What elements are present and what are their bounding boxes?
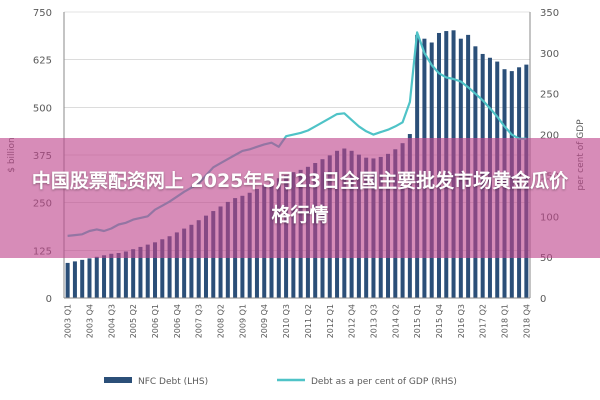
y-right-tick-label: 50 — [540, 253, 553, 264]
y-right-tick-label: 300 — [540, 49, 559, 60]
y-left-tick-label: 750 — [33, 8, 52, 19]
x-tick-label: 2003 Q4 — [85, 304, 94, 338]
bar — [174, 232, 179, 298]
x-tick-label: 2010 Q3 — [282, 304, 291, 338]
bar — [167, 236, 172, 298]
bar — [182, 228, 187, 298]
bar — [116, 253, 121, 298]
x-tick-label: 2003 Q1 — [64, 304, 73, 338]
bar — [109, 253, 114, 298]
y-left-tick-label: 500 — [33, 103, 52, 114]
x-tick-label: 2006 Q1 — [151, 304, 160, 338]
x-tick-label: 2006 Q4 — [173, 304, 182, 338]
x-tick-label: 2015 Q1 — [413, 304, 422, 338]
bar — [196, 220, 201, 298]
x-tick-label: 2012 Q4 — [348, 304, 357, 338]
bar — [153, 242, 158, 298]
x-tick-label: 2005 Q2 — [129, 304, 138, 338]
y-right-tick-label: 250 — [540, 90, 559, 101]
x-tick-label: 2012 Q1 — [326, 304, 335, 338]
x-tick-label: 2017 Q2 — [479, 304, 488, 338]
legend-label: NFC Debt (LHS) — [138, 377, 208, 387]
bar — [87, 258, 92, 298]
bar — [189, 224, 194, 298]
x-tick-label: 2004 Q3 — [107, 304, 116, 338]
x-axis-ticks: 2003 Q1 2003 Q4 2004 Q3 2005 Q2 2006 Q1 2006 … — [64, 304, 532, 338]
y-right-tick-label: 350 — [540, 8, 559, 19]
overlay-banner: 中国股票配资网上 2025年5月23日全国主要批发市场黄金瓜价格行情 — [0, 138, 600, 258]
bar — [94, 256, 99, 298]
y-left-tick-label: 0 — [46, 294, 52, 305]
x-tick-label: 2013 Q3 — [369, 304, 378, 338]
legend-bar-swatch — [104, 377, 132, 383]
x-tick-label: 2009 Q4 — [260, 304, 269, 338]
x-tick-label: 2018 Q4 — [522, 304, 531, 338]
x-tick-label: 2016 Q3 — [457, 304, 466, 338]
bar — [145, 244, 150, 298]
bar — [138, 246, 143, 298]
bar — [160, 239, 165, 298]
bar — [72, 261, 77, 298]
chart-legend: NFC Debt (LHS) Debt as a per cent of GDP … — [104, 377, 457, 387]
banner-headline: 中国股票配资网上 2025年5月23日全国主要批发市场黄金瓜价格行情 — [31, 170, 569, 226]
x-tick-label: 2007 Q3 — [195, 304, 204, 338]
x-tick-label: 2015 Q4 — [435, 304, 444, 338]
x-tick-label: 2009 Q1 — [238, 304, 247, 338]
bar — [65, 262, 70, 298]
y-left-tick-label: 625 — [33, 56, 52, 67]
x-tick-label: 2008 Q2 — [217, 304, 226, 338]
x-tick-label: 2018 Q1 — [501, 304, 510, 338]
x-tick-label: 2014 Q2 — [391, 304, 400, 338]
x-tick-label: 2011 Q2 — [304, 304, 313, 338]
legend-label: Debt as a per cent of GDP (RHS) — [311, 377, 457, 387]
y-right-tick-label: 200 — [540, 131, 559, 142]
bar — [123, 251, 128, 298]
y-right-tick-label: 0 — [540, 294, 546, 305]
bar — [131, 249, 136, 298]
bar — [102, 255, 107, 298]
bar — [80, 259, 85, 298]
